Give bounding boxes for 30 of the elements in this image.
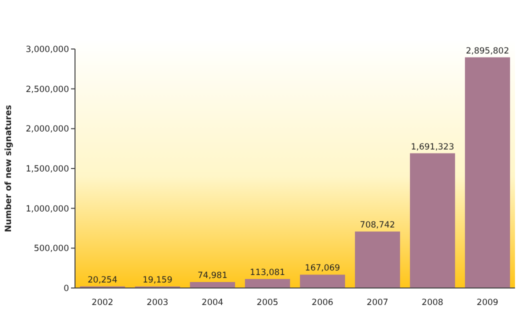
data-label: 74,981 bbox=[198, 271, 228, 282]
y-tick-label: 3,000,000 bbox=[26, 44, 69, 55]
bar bbox=[300, 274, 346, 288]
bar bbox=[354, 232, 400, 288]
y-tick-label: 0 bbox=[64, 284, 69, 294]
x-tick-label: 2003 bbox=[146, 298, 168, 308]
data-label: 2,895,802 bbox=[466, 46, 510, 56]
bar bbox=[464, 57, 510, 288]
y-tick-label: 1,000,000 bbox=[26, 204, 69, 214]
x-tick-label: 2008 bbox=[422, 298, 444, 308]
y-tick-label: 2,000,000 bbox=[26, 124, 69, 135]
y-tick-label: 2,500,000 bbox=[26, 84, 69, 95]
y-tick-label: 1,500,000 bbox=[26, 164, 69, 174]
data-label: 167,069 bbox=[304, 264, 340, 274]
y-tick-label: 500,000 bbox=[34, 244, 69, 254]
x-tick-label: 2006 bbox=[312, 298, 334, 308]
y-axis-title: Number of new signatures bbox=[4, 104, 14, 232]
bar bbox=[244, 278, 290, 288]
x-tick-label: 2002 bbox=[92, 298, 114, 308]
x-tick-label: 2005 bbox=[256, 298, 278, 308]
x-tick-label: 2004 bbox=[202, 298, 224, 308]
bar bbox=[410, 153, 456, 288]
data-label: 19,159 bbox=[142, 275, 172, 286]
data-label: 708,742 bbox=[360, 220, 396, 231]
x-tick-label: 2009 bbox=[476, 298, 498, 308]
x-tick-label: 2007 bbox=[366, 298, 388, 308]
data-label: 113,081 bbox=[250, 268, 286, 278]
data-label: 1,691,323 bbox=[410, 142, 454, 152]
bar bbox=[190, 282, 236, 288]
data-label: 20,254 bbox=[88, 275, 118, 286]
